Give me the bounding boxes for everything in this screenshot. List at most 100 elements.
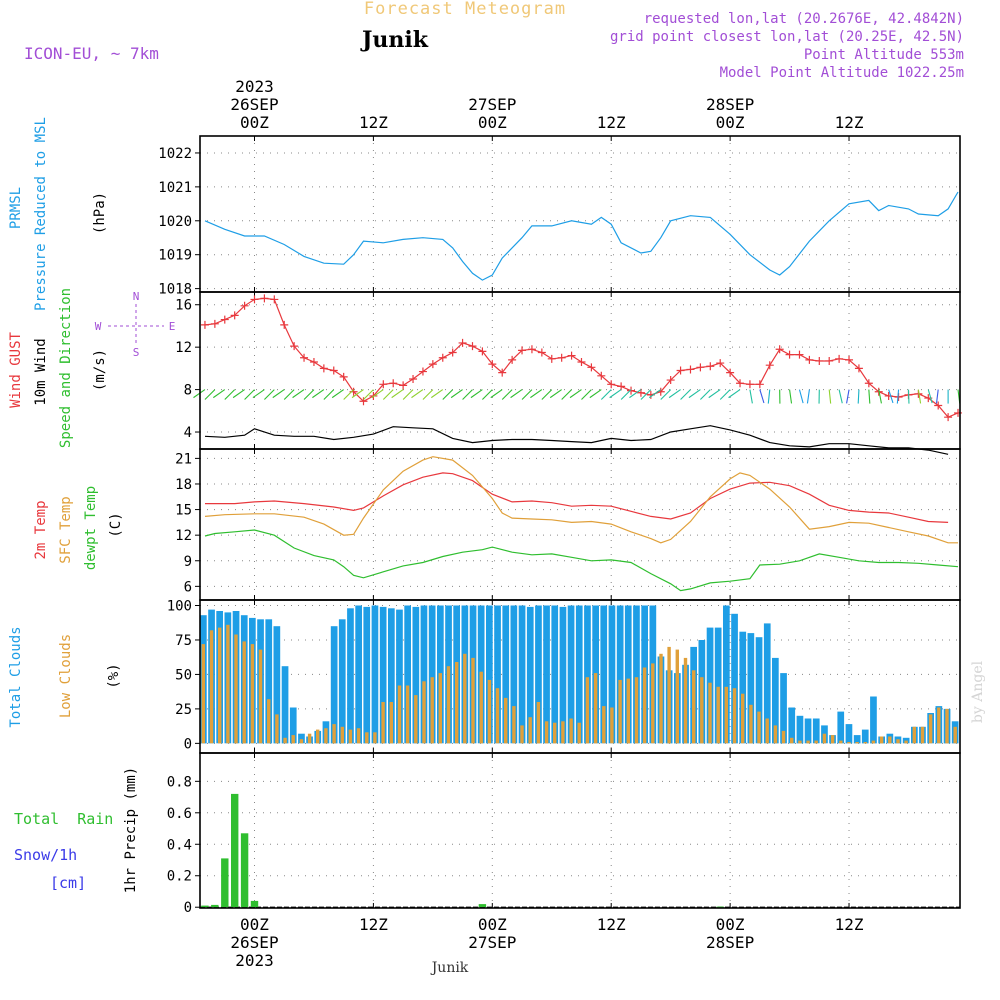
temp-ylabel: (C) bbox=[108, 512, 124, 537]
low-clouds-bar bbox=[226, 624, 230, 744]
wind-direction-arrow bbox=[700, 389, 711, 400]
gust-marker bbox=[290, 342, 299, 351]
gust-marker bbox=[716, 359, 725, 368]
gust-marker bbox=[309, 358, 318, 367]
low-clouds-bar bbox=[732, 688, 737, 744]
wind-direction-arrow bbox=[501, 389, 513, 400]
wind-direction-arrow bbox=[490, 389, 503, 399]
gust-marker bbox=[300, 353, 309, 362]
low-clouds-bar bbox=[708, 682, 712, 744]
clouds-title-line1: Total Clouds bbox=[8, 626, 24, 727]
gust-marker bbox=[537, 348, 546, 357]
gust-marker bbox=[557, 353, 566, 362]
wind-direction-arrow bbox=[323, 389, 335, 400]
wind-direction-arrow bbox=[917, 389, 922, 404]
gust-marker bbox=[428, 360, 437, 369]
gust-marker bbox=[815, 356, 824, 365]
low-clouds-bar bbox=[863, 742, 867, 744]
gust-marker bbox=[448, 348, 457, 357]
prmsl-line bbox=[204, 191, 959, 281]
pressure-frame bbox=[199, 135, 961, 293]
low-clouds-bar bbox=[585, 677, 590, 744]
gust-marker bbox=[696, 363, 705, 372]
total-clouds-bar bbox=[633, 605, 640, 744]
total-clouds-bar bbox=[338, 619, 346, 744]
wind-direction-arrow bbox=[462, 389, 473, 400]
wind-direction-arrow bbox=[343, 389, 354, 400]
gust-marker bbox=[518, 346, 527, 355]
low-clouds-bar bbox=[340, 726, 344, 744]
wind-direction-arrow bbox=[927, 389, 933, 404]
low-clouds-bar bbox=[912, 726, 916, 744]
temperature-ytick-label: 15 bbox=[175, 503, 192, 519]
low-clouds-bar bbox=[324, 728, 328, 744]
low-clouds-bar bbox=[757, 711, 761, 744]
low-clouds-bar bbox=[749, 704, 753, 744]
gust-marker bbox=[339, 372, 348, 381]
model-name: ICON-EU, ~ 7km bbox=[24, 44, 159, 63]
precipitation-ytick-label: 0.6 bbox=[167, 806, 192, 822]
wind-direction-arrow bbox=[331, 389, 344, 399]
wind-direction-arrow bbox=[402, 389, 414, 400]
gust-marker bbox=[498, 368, 507, 377]
wind-direction-arrow bbox=[648, 389, 662, 399]
gust-marker bbox=[954, 408, 963, 417]
wind-direction-arrow bbox=[668, 389, 681, 399]
top-time-label: 12Z bbox=[597, 113, 626, 132]
total-clouds-bar bbox=[551, 605, 559, 744]
clouds-ytick-label: 100 bbox=[167, 599, 192, 615]
total-clouds-bar bbox=[853, 735, 861, 744]
total-clouds-bar bbox=[355, 605, 362, 744]
sfc-temp-line bbox=[204, 456, 958, 544]
low-clouds-bar bbox=[218, 627, 222, 744]
gust-marker bbox=[755, 380, 764, 389]
low-clouds-bar bbox=[389, 702, 393, 744]
temperature-frame bbox=[199, 448, 961, 601]
low-clouds-bar bbox=[692, 670, 696, 744]
low-clouds-bar bbox=[700, 677, 704, 744]
low-clouds-bar bbox=[634, 677, 639, 744]
low-clouds-bar bbox=[234, 634, 238, 744]
bottom-time-label: 12Z bbox=[597, 915, 626, 934]
wind-direction-arrow bbox=[430, 389, 444, 399]
low-clouds-bar bbox=[790, 737, 794, 744]
wind-direction-arrow bbox=[224, 389, 236, 400]
clouds-ytick-label: 50 bbox=[175, 667, 192, 683]
precipitation-ytick-label: 0 bbox=[184, 900, 192, 916]
gust-marker bbox=[468, 342, 477, 351]
temperature-ytick-label: 9 bbox=[184, 554, 192, 570]
pressure-ytick-label: 1019 bbox=[158, 248, 192, 264]
wind-direction-arrow bbox=[798, 389, 804, 404]
low-clouds-bar bbox=[667, 646, 671, 744]
low-clouds-bar bbox=[283, 737, 287, 744]
pressure-ytick-label: 1018 bbox=[158, 282, 192, 298]
wind-frame bbox=[199, 291, 961, 450]
total-clouds-bar bbox=[412, 606, 420, 744]
low-clouds-bar bbox=[651, 663, 655, 744]
wind-direction-arrow bbox=[264, 389, 275, 400]
wind-ytick-label: 16 bbox=[175, 298, 192, 314]
low-clouds-bar bbox=[463, 653, 467, 744]
gust-marker bbox=[438, 353, 447, 362]
total-clouds-bar bbox=[559, 606, 567, 744]
gust-marker bbox=[726, 368, 735, 377]
temp-title-line3: dewpt Temp bbox=[83, 486, 99, 570]
pressure-ytick-label: 1020 bbox=[158, 214, 192, 230]
low-clouds-bar bbox=[348, 729, 353, 744]
panels: 1018 1019 1020 1021 1022 4 8 12 16 6 9 12 15 18 21 0 25 5… bbox=[158, 135, 963, 916]
total-clouds-bar bbox=[404, 605, 411, 744]
precipitation-ytick-label: 0.4 bbox=[167, 837, 192, 853]
wind-direction-arrow bbox=[680, 389, 691, 400]
low-clouds-bar bbox=[569, 718, 573, 744]
temperature-ytick-label: 18 bbox=[175, 477, 192, 493]
wind-title-line1: Wind GUST bbox=[8, 332, 24, 408]
total-clouds-bar bbox=[535, 605, 542, 744]
wind-ytick-label: 4 bbox=[184, 425, 192, 441]
gust-marker bbox=[200, 320, 209, 329]
low-clouds-bar bbox=[741, 693, 745, 744]
low-clouds-bar bbox=[365, 732, 369, 744]
top-time-label: 00Z bbox=[478, 113, 507, 132]
wind-direction-arrow bbox=[708, 389, 721, 399]
gust-marker bbox=[775, 345, 784, 354]
